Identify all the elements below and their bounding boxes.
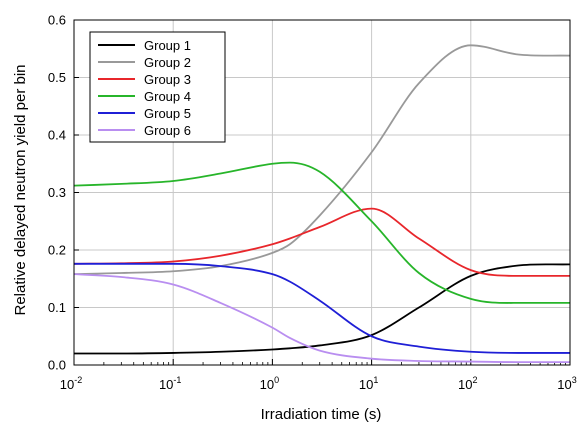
legend-label-group-5: Group 5 <box>144 106 191 121</box>
y-axis-label: Relative delayed neutron yield per bin <box>12 65 29 316</box>
series-line-group-3 <box>73 207 570 277</box>
series-layer <box>73 44 571 364</box>
y-tick-label: 0.5 <box>48 70 66 85</box>
grid-lines <box>73 19 571 366</box>
plot-frame <box>73 19 571 366</box>
x-axis-label: Irradiation time (s) <box>261 406 382 423</box>
legend-label-group-1: Group 1 <box>144 38 191 53</box>
x-tick-label: 103 <box>557 375 576 392</box>
x-tick-base: 10 <box>359 377 373 392</box>
x-tick-exponent: 3 <box>572 375 577 385</box>
series-line-group-5 <box>73 262 570 354</box>
x-tick-label: 102 <box>458 375 477 392</box>
legend: Group 1 Group 2 Group 3 Group 4 Group 5 Group… <box>89 31 226 143</box>
y-tick-label: 0.0 <box>48 358 66 373</box>
y-tick-label: 0.3 <box>48 185 66 200</box>
x-tick-labels: 10-2 10-1 100 101 102 103 <box>60 375 577 392</box>
x-tick-exponent: 0 <box>274 375 279 385</box>
x-tick-exponent: -2 <box>74 375 82 385</box>
legend-label-group-2: Group 2 <box>144 55 191 70</box>
x-tick-base: 10 <box>260 377 274 392</box>
series-line-group-2 <box>73 44 571 276</box>
x-tick-base: 10 <box>557 377 571 392</box>
x-tick-exponent: 2 <box>473 375 478 385</box>
x-tick-base: 10 <box>159 377 173 392</box>
series-line-group-6 <box>73 273 570 364</box>
x-tick-base: 10 <box>458 377 472 392</box>
y-tick-label: 0.2 <box>48 243 66 258</box>
y-tick-label: 0.6 <box>48 13 66 28</box>
x-tick-exponent: 1 <box>373 375 378 385</box>
y-tick-label: 0.1 <box>48 300 66 315</box>
x-tick-label: 10-1 <box>159 375 181 392</box>
x-tick-exponent: -1 <box>173 375 181 385</box>
legend-label-group-3: Group 3 <box>144 72 191 87</box>
legend-box <box>89 31 226 143</box>
x-tick-label: 10-2 <box>60 375 82 392</box>
series-line-group-1 <box>74 263 571 355</box>
x-tick-label: 100 <box>260 375 279 392</box>
legend-label-group-4: Group 4 <box>144 89 191 104</box>
x-tick-label: 101 <box>359 375 378 392</box>
legend-label-group-6: Group 6 <box>144 123 191 138</box>
y-tick-labels: 0.0 0.1 0.2 0.3 0.4 0.5 0.6 <box>48 13 66 373</box>
y-tick-label: 0.4 <box>48 128 66 143</box>
series-line-group-4 <box>73 161 570 304</box>
x-tick-base: 10 <box>60 377 74 392</box>
